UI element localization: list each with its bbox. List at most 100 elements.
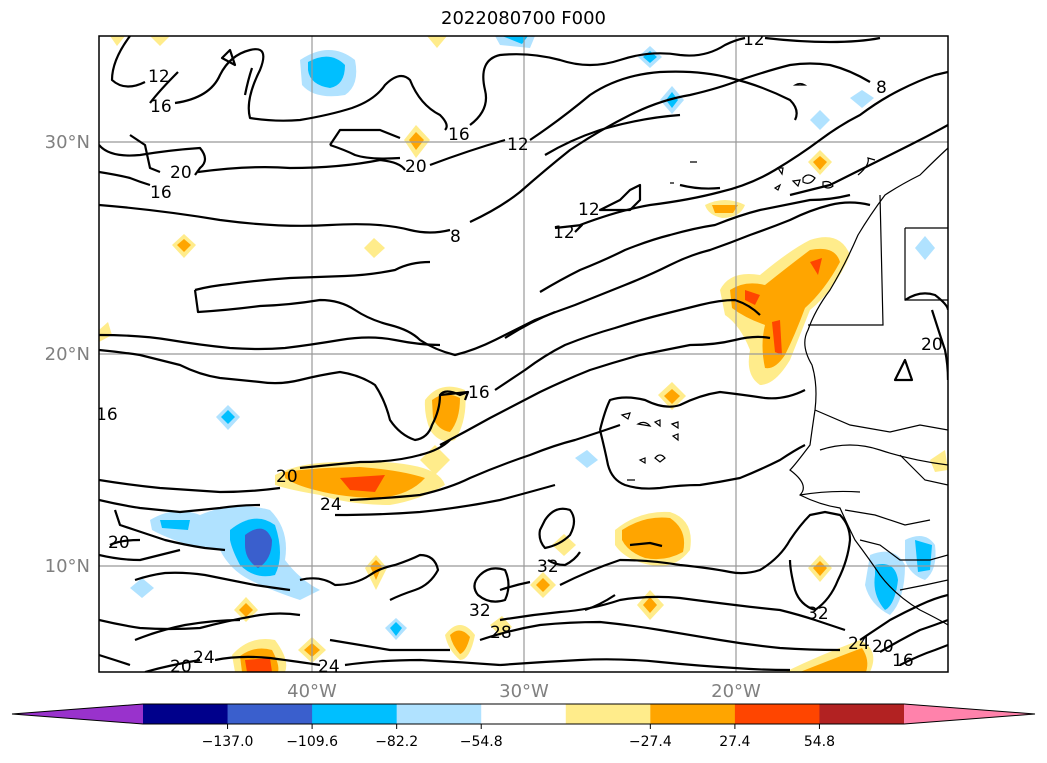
blue-patch [810,110,830,130]
colorbar-tick-label: −82.2 [375,734,418,750]
colorbar-tick-label: −54.8 [460,734,503,750]
blue-patch [575,450,598,468]
colorbar-extend-min [12,704,143,724]
contour-label: 24 [318,657,340,677]
contour-label: 28 [490,623,512,643]
warm-patch [239,603,253,617]
contour-label: 16 [150,183,172,203]
warm-patch [364,238,385,258]
contour-label: 20 [921,335,943,355]
map-frame [98,35,949,673]
warm-patch [712,205,738,213]
warm-patch [622,517,685,560]
colorbar-segment [312,704,398,724]
contour-label: 24 [848,634,870,654]
contour-label: 24 [193,648,215,668]
warm-patch [450,630,470,654]
warm-patch [340,475,385,492]
lon-label-20w: 20°W [711,681,761,702]
warm-patch [664,389,680,404]
colorbar-segment [227,704,313,724]
warm-patch [177,239,191,252]
lat-label-30n: 30°N [45,132,90,153]
colorbar-segment [734,704,820,724]
warm-patch [370,560,382,580]
lat-tick-labels: 30°N 20°N 10°N [45,132,90,577]
warm-patch [730,248,840,369]
colorbar: −137.0 −109.6 −82.2 −54.8 −27.4 27.4 54.8 [11,703,1036,750]
contour-label: 12 [148,67,170,87]
blue-patch [915,236,935,260]
colorbar-tick-label: −109.6 [286,734,338,750]
coastlines [620,82,948,626]
colorbar-segment [650,704,736,724]
blue-patch [502,36,528,44]
colorbar-segment [565,704,651,724]
contour-label: 12 [507,135,529,155]
warm-patch [99,322,112,342]
contour-label: 20 [276,467,298,487]
contour-label: 16 [892,651,914,671]
blue-patch [245,528,272,568]
contour-label: 20 [872,637,894,657]
contour-label: 32 [807,604,829,624]
warm-patch [490,616,512,636]
warm-patch [245,658,272,672]
colorbar-segment [143,704,229,724]
warm-patch [643,597,657,613]
warm-patch [536,578,550,592]
contour-label: 16 [150,97,172,117]
blue-patch [308,56,345,88]
contour-label: 20 [170,163,192,183]
contour-label: 16 [448,125,470,145]
colorbar-segment [481,704,567,724]
blue-patch [160,520,190,530]
contour-label: 16 [468,383,490,403]
contour-label: 8 [876,78,887,98]
contour-label: 20 [170,657,192,677]
warm-patch [409,132,424,150]
contour-label: 12 [578,200,600,220]
colorbar-outline [11,703,1036,725]
blue-patch [850,90,874,108]
contour-label: 24 [320,495,342,515]
colorbar-tick-label: 54.8 [804,734,835,750]
warm-patch [110,36,125,46]
warm-patch [810,258,822,275]
blue-patch [221,410,235,424]
shaded-regions [99,36,948,672]
contour-label: 12 [553,223,575,243]
warm-patch [745,290,760,305]
contour-label: 20 [108,533,130,553]
colorbar-extend-max [904,704,1035,724]
blue-patch [915,540,932,572]
map-title: 2022080700 F000 [441,8,606,29]
lon-label-40w: 40°W [287,681,337,702]
lat-label-20n: 20°N [45,344,90,365]
colorbar-tick-label: −27.4 [629,734,672,750]
blue-patch [130,578,154,598]
warm-patch [813,561,827,576]
contour-label: 12 [743,30,765,50]
warm-patch [772,320,782,355]
warm-patch [930,450,948,472]
contour-labels: 12 16 20 16 8 12 12 12 16 8 20 16 20 24 … [96,30,943,677]
warm-patch [427,36,447,48]
colorbar-segment [396,704,482,724]
contour-label: 32 [469,601,491,621]
blue-patch [390,622,402,636]
warm-patch [813,156,827,170]
warm-patch [150,36,170,46]
contour-label: 8 [450,227,461,247]
lon-tick-labels: 40°W 30°W 20°W [287,681,761,702]
contour-lines [99,36,948,672]
contour-label: 20 [405,157,427,177]
warm-patch [800,648,868,672]
colorbar-tick-label: 27.4 [719,734,750,750]
contour-label: 16 [96,405,118,425]
colorbar-segment [819,704,905,724]
colorbar-tick-label: −137.0 [202,734,254,750]
lon-label-30w: 30°W [499,681,549,702]
lat-label-10n: 10°N [45,556,90,577]
